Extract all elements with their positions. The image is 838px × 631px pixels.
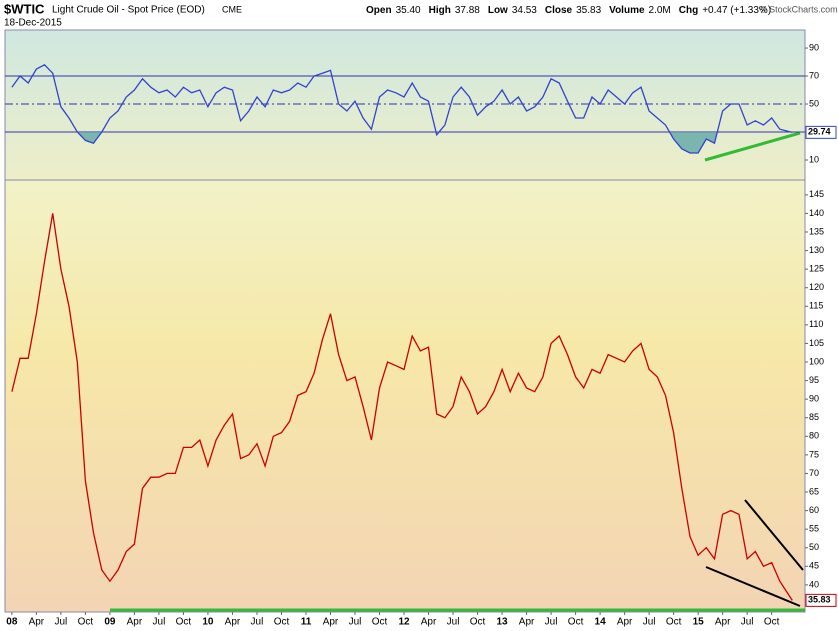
x-tick-label: 08 xyxy=(6,617,18,628)
y-tick-label: 45 xyxy=(809,561,819,571)
series-line xyxy=(11,64,793,154)
quote-label: Volume xyxy=(609,5,645,16)
x-tick-label: Jul xyxy=(349,617,362,628)
y-tick-label: 65 xyxy=(809,486,819,496)
quote-label: Chg xyxy=(679,5,698,16)
y-tick-label: 80 xyxy=(809,431,819,441)
date: 18-Dec-2015 xyxy=(4,18,62,29)
last-value-label: 29.74 xyxy=(808,127,831,137)
x-tick-label: Jul xyxy=(153,617,166,628)
x-tick-label: Oct xyxy=(176,617,192,628)
y-tick-label: 145 xyxy=(809,189,824,199)
x-tick-label: Oct xyxy=(568,617,584,628)
quote-label: Close xyxy=(545,5,573,16)
x-tick-label: Oct xyxy=(78,617,94,628)
series-line xyxy=(11,213,793,601)
y-tick-label: 85 xyxy=(809,412,819,422)
instrument-name: Light Crude Oil - Spot Price (EOD) xyxy=(52,5,205,16)
quote-label: Open xyxy=(366,5,392,16)
rsi-panel xyxy=(4,29,806,181)
x-tick-label: Jul xyxy=(251,617,264,628)
wedge-lower xyxy=(705,566,801,607)
x-tick-label: Oct xyxy=(764,617,780,628)
y-tick-label: 75 xyxy=(809,449,819,459)
quote-text: Open 35.40 High 37.88 Low 34.53 Close 35.83 Volu… xyxy=(366,5,771,16)
y-tick-label: 10 xyxy=(809,154,819,164)
wedge-upper xyxy=(744,499,804,571)
y-tick-label: 90 xyxy=(809,394,819,404)
y-tick-label: 120 xyxy=(809,282,824,292)
x-tick-label: 14 xyxy=(595,617,607,628)
x-tick-label: 09 xyxy=(104,617,116,628)
x-tick-label: Oct xyxy=(274,617,290,628)
copyright: © StockCharts.com xyxy=(760,4,838,14)
y-tick-label: 135 xyxy=(809,226,824,236)
y-tick-label: 95 xyxy=(809,375,819,385)
symbol: $WTIC xyxy=(4,1,45,16)
x-tick-label: 11 xyxy=(301,617,312,628)
x-tick-label: Oct xyxy=(666,617,682,628)
x-tick-label: Jul xyxy=(545,617,558,628)
quote-value: 35.40 xyxy=(396,5,421,16)
quote-value: +0.47 (+1.33%) xyxy=(702,5,771,16)
x-tick-label: 12 xyxy=(398,617,410,628)
quote-value: 37.88 xyxy=(455,5,480,16)
quote-value: 34.53 xyxy=(512,5,537,16)
x-tick-label: Apr xyxy=(421,617,437,628)
price-panel xyxy=(4,179,806,613)
x-tick-label: Jul xyxy=(54,617,67,628)
x-tick-label: Apr xyxy=(715,617,731,628)
x-tick-label: Oct xyxy=(470,617,486,628)
y-tick-label: 140 xyxy=(809,208,824,218)
x-tick-label: 10 xyxy=(202,617,214,628)
y-tick-label: 40 xyxy=(809,579,819,589)
y-tick-label: 100 xyxy=(809,356,824,366)
y-tick-label: 60 xyxy=(809,505,819,515)
y-tick-label: 125 xyxy=(809,264,824,274)
quote-value: 35.83 xyxy=(576,5,601,16)
x-tick-label: 13 xyxy=(496,617,508,628)
quote-value: 2.0M xyxy=(649,5,671,16)
y-tick-label: 90 xyxy=(809,42,819,52)
x-tick-label: Jul xyxy=(741,617,754,628)
quote-label: Low xyxy=(488,5,508,16)
y-tick-label: 50 xyxy=(809,98,819,108)
x-tick-label: Apr xyxy=(29,617,45,628)
y-tick-label: 70 xyxy=(809,70,819,80)
y-tick-label: 110 xyxy=(809,319,823,329)
x-tick-label: Apr xyxy=(617,617,633,628)
y-tick-label: 130 xyxy=(809,245,824,255)
x-tick-label: Jul xyxy=(447,617,460,628)
x-tick-label: Apr xyxy=(225,617,241,628)
x-tick-label: Oct xyxy=(372,617,388,628)
x-tick-label: Apr xyxy=(127,617,143,628)
x-tick-label: Apr xyxy=(323,617,339,628)
rsi-trendline xyxy=(704,131,801,162)
x-tick-label: Jul xyxy=(643,617,656,628)
quote: Open 35.40 High 37.88 Low 34.53 Close 35.83 Volu… xyxy=(366,5,771,16)
oversold-shade xyxy=(11,132,793,153)
exchange: CME xyxy=(222,4,242,14)
y-tick-label: 115 xyxy=(809,301,823,311)
y-tick-label: 50 xyxy=(809,542,819,552)
last-value-label: 35.83 xyxy=(808,595,831,605)
y-tick-label: 55 xyxy=(809,524,819,534)
last-value-box xyxy=(805,593,837,607)
quote-label: High xyxy=(429,5,451,16)
y-tick-label: 70 xyxy=(809,468,819,478)
x-tick-label: 15 xyxy=(693,617,705,628)
y-tick-label: 105 xyxy=(809,338,824,348)
last-value-box xyxy=(805,125,837,139)
x-tick-label: Apr xyxy=(519,617,535,628)
